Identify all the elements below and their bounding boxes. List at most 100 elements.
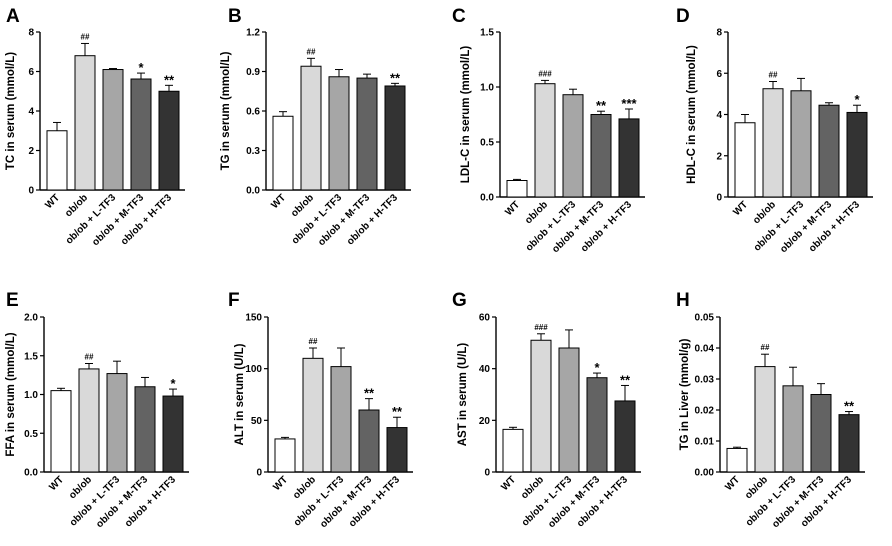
- y-axis-label: TC in serum (mmol/L): [5, 52, 17, 170]
- bar: [330, 366, 352, 473]
- bar: [386, 427, 408, 473]
- y-tick-label: 40: [479, 364, 491, 375]
- bar: [134, 386, 156, 473]
- significance-label: ##: [761, 343, 770, 352]
- panel-letter: A: [6, 6, 20, 27]
- y-tick-label: 1.0: [24, 390, 38, 401]
- y-tick-label: 0: [716, 193, 722, 204]
- x-tick-label: ob/ob + H-TF3: [123, 474, 178, 529]
- x-tick-label: WT: [723, 474, 742, 493]
- bar: [614, 400, 636, 473]
- chart-panel-c: C 0.0 0.5 1.0 1.5 LDL-C in serum (mmol/L) WT ##…: [452, 6, 645, 255]
- y-axis-label: TG in serum (mmol/L): [220, 51, 232, 170]
- significance-label: *: [170, 376, 176, 391]
- x-tick-label: ob/ob + H-TF3: [579, 199, 634, 254]
- y-tick-label: 0.6: [246, 107, 260, 118]
- y-tick-label: 0.01: [695, 437, 715, 448]
- bar: [50, 390, 72, 473]
- y-tick-label: 0: [28, 186, 34, 197]
- x-tick-label: WT: [503, 199, 522, 218]
- significance-label: **: [364, 386, 375, 401]
- panel-letter: G: [452, 290, 467, 311]
- bar: [530, 339, 552, 473]
- y-tick-label: 0.03: [695, 375, 715, 386]
- y-axis-label: ALT in serum (U/L): [234, 343, 246, 445]
- y-tick-label: 0.00: [695, 468, 715, 479]
- significance-label: ##: [81, 32, 90, 41]
- significance-label: **: [392, 404, 403, 419]
- bar: [838, 414, 860, 473]
- bar: [384, 85, 406, 191]
- bar: [274, 438, 296, 473]
- x-tick-label: ob/ob + H-TF3: [347, 474, 402, 529]
- bar: [78, 368, 100, 473]
- significance-label: **: [164, 72, 175, 87]
- bar: [300, 65, 322, 191]
- significance-label: **: [596, 98, 607, 113]
- bar: [754, 366, 776, 473]
- x-tick-label: WT: [731, 199, 750, 218]
- y-tick-label: 1.5: [24, 351, 38, 362]
- y-tick-label: 60: [479, 313, 491, 324]
- y-tick-label: 0.0: [480, 193, 494, 204]
- y-tick-label: 8: [716, 28, 722, 39]
- x-tick-label: ob/ob + H-TF3: [345, 192, 400, 247]
- y-tick-label: 100: [245, 364, 262, 375]
- y-tick-label: 0.0: [246, 186, 260, 197]
- bar: [782, 385, 804, 473]
- x-tick-label: ob/ob + H-TF3: [807, 199, 862, 254]
- panel-letter: B: [228, 6, 242, 27]
- bar: [810, 394, 832, 473]
- x-tick-label: WT: [269, 192, 288, 211]
- y-tick-label: 0.04: [695, 344, 715, 355]
- x-tick-label: ob/ob + H-TF3: [119, 192, 174, 247]
- y-tick-label: 8: [28, 28, 34, 39]
- bar: [272, 115, 294, 191]
- x-tick-label: WT: [271, 474, 290, 493]
- significance-label: ##: [309, 337, 318, 346]
- bar: [558, 347, 580, 473]
- y-tick-label: 4: [716, 110, 722, 121]
- bar: [328, 76, 350, 191]
- significance-label: **: [620, 372, 631, 387]
- y-axis-label: LDL-C in serum (mmol/L): [460, 46, 472, 184]
- y-tick-label: 0.02: [695, 406, 715, 417]
- y-tick-label: 6: [716, 69, 722, 80]
- x-tick-label: WT: [499, 474, 518, 493]
- bar: [726, 447, 748, 473]
- significance-label: *: [594, 360, 600, 375]
- bar: [358, 409, 380, 473]
- y-axis-label: TG in Liver (mmol/g): [679, 338, 691, 450]
- bar: [106, 373, 128, 473]
- significance-label: ##: [307, 47, 316, 56]
- significance-label: *: [854, 92, 860, 107]
- y-tick-label: 1.2: [246, 28, 260, 39]
- y-tick-label: 0.05: [695, 313, 715, 324]
- bar: [590, 114, 612, 198]
- bar: [734, 122, 756, 198]
- bar: [162, 395, 184, 473]
- panel-letter: C: [452, 6, 466, 27]
- bar: [846, 111, 868, 198]
- y-tick-label: 0.9: [246, 67, 260, 78]
- significance-label: ***: [621, 96, 637, 111]
- significance-label: ###: [538, 69, 552, 78]
- x-tick-label: WT: [47, 474, 66, 493]
- bar: [790, 90, 812, 198]
- y-tick-label: 6: [28, 67, 34, 78]
- bar: [562, 94, 584, 198]
- bar: [586, 377, 608, 473]
- y-tick-label: 2: [28, 146, 34, 157]
- x-tick-label: ob/ob + H-TF3: [799, 474, 854, 529]
- y-tick-label: 1.5: [480, 28, 494, 39]
- bar: [818, 104, 840, 198]
- chart-panel-e: E 0.0 0.5 1.0 1.5 2.0 FFA in serum (mmol/L) WT #…: [5, 290, 189, 530]
- bar: [302, 357, 324, 473]
- bar: [158, 90, 180, 191]
- significance-label: **: [390, 70, 401, 85]
- panel-letter: H: [676, 290, 690, 311]
- bar: [46, 130, 68, 191]
- y-tick-label: 2: [716, 151, 722, 162]
